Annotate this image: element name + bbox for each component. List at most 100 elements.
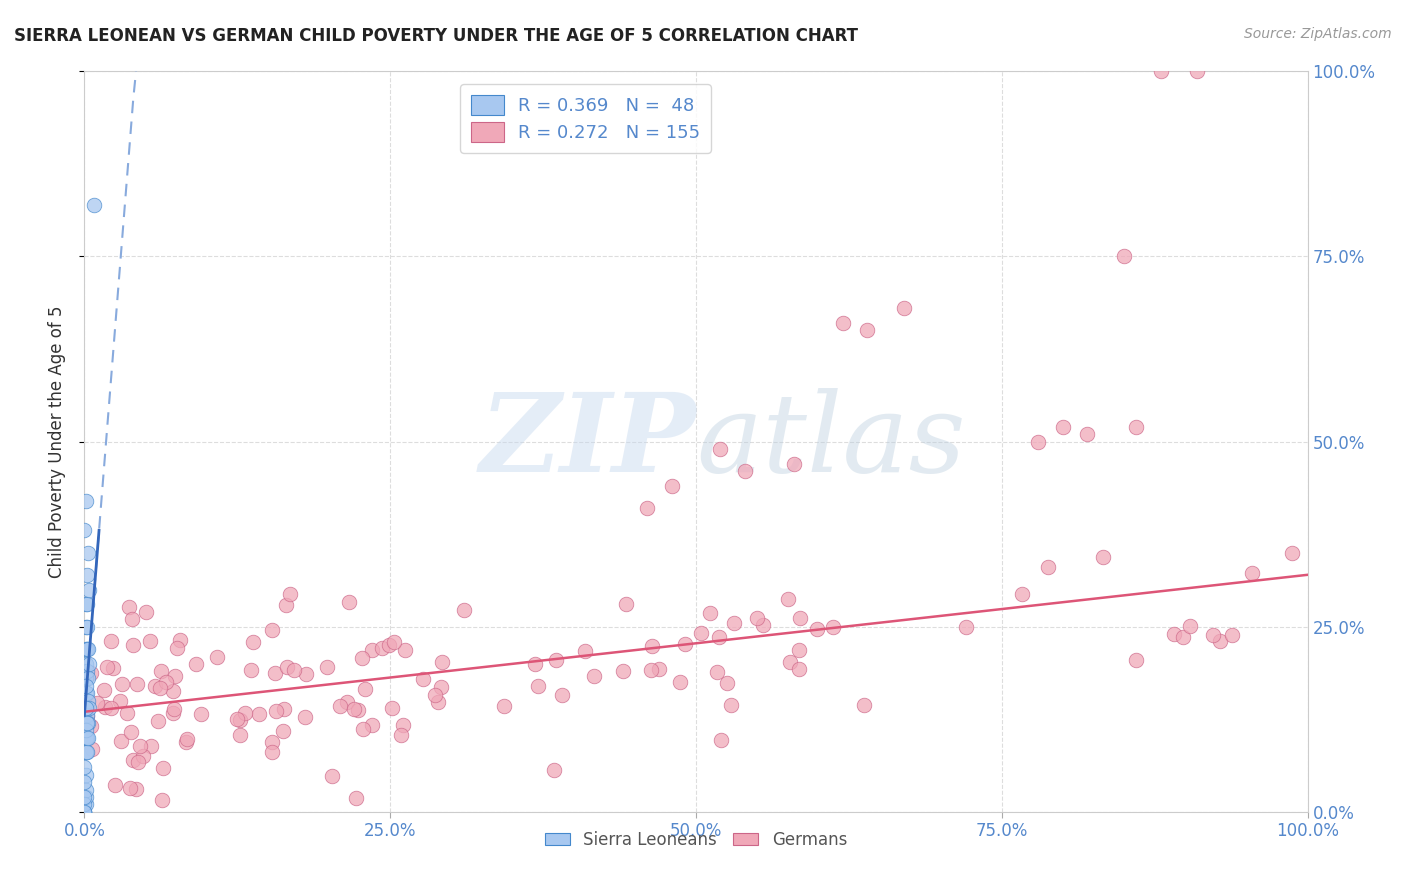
Point [955,620,977,634]
Point [129,739,152,753]
Point [155,674,177,689]
Point [1150,64,1173,78]
Point [124,781,146,796]
Point [321,769,343,783]
Point [132,749,155,764]
Point [1240,566,1263,581]
Point [1202,628,1225,642]
Point [278,587,301,601]
Point [669,674,692,689]
Point [184,657,207,671]
Point [344,790,367,805]
Point [76,715,98,730]
Point [76,731,98,745]
Point [247,707,270,722]
Point [174,735,197,749]
Point [226,713,249,727]
Point [75,701,97,715]
Point [73,789,96,804]
Point [76,664,98,678]
Point [146,714,169,728]
Point [169,633,191,648]
Point [75,641,97,656]
Point [73,805,96,819]
Point [76,708,98,723]
Point [264,704,287,718]
Point [378,639,401,653]
Point [1011,587,1033,601]
Point [574,644,596,658]
Point [1187,64,1209,78]
Point [893,301,915,316]
Point [73,805,96,819]
Point [75,493,97,508]
Point [1281,546,1303,560]
Point [543,763,565,777]
Point [73,524,96,538]
Point [93,682,115,697]
Text: SIERRA LEONEAN VS GERMAN CHILD POVERTY UNDER THE AGE OF 5 CORRELATION CHART: SIERRA LEONEAN VS GERMAN CHILD POVERTY U… [14,27,858,45]
Point [612,664,634,678]
Point [139,739,162,754]
Point [412,672,434,686]
Point [778,591,800,606]
Point [551,688,574,702]
Point [392,718,415,732]
Point [699,606,721,620]
Point [73,805,96,819]
Point [661,479,683,493]
Point [271,723,294,738]
Point [262,623,284,637]
Point [426,695,449,709]
Point [166,641,188,656]
Point [176,731,198,746]
Text: ZIP: ZIP [479,388,696,495]
Point [75,731,97,745]
Point [76,686,98,700]
Point [640,664,662,678]
Point [423,689,446,703]
Point [101,661,124,675]
Point [352,651,374,665]
Point [111,677,134,691]
Point [429,680,451,694]
Point [706,665,728,679]
Point [648,662,671,676]
Point [710,732,733,747]
Point [75,657,97,671]
Point [361,643,384,657]
Point [262,745,284,759]
Point [734,464,756,478]
Text: atlas: atlas [696,388,966,495]
Point [80,742,103,756]
Point [125,677,148,691]
Point [242,635,264,649]
Point [76,709,98,723]
Point [108,694,131,708]
Point [389,728,412,742]
Point [1076,427,1098,442]
Point [75,598,97,612]
Point [100,700,122,714]
Legend: Sierra Leoneans, Germans: Sierra Leoneans, Germans [538,824,853,855]
Point [120,725,142,739]
Point [120,781,142,796]
Point [163,701,186,715]
Point [117,600,139,615]
Point [831,316,853,330]
Point [165,669,187,683]
Point [352,722,374,736]
Point [127,755,149,769]
Point [430,656,453,670]
Point [707,631,730,645]
Point [720,698,742,712]
Point [723,615,745,630]
Point [276,660,298,674]
Point [523,657,546,671]
Point [75,619,97,633]
Point [328,699,350,714]
Point [135,605,157,619]
Point [856,324,879,338]
Point [1173,631,1195,645]
Point [110,734,132,748]
